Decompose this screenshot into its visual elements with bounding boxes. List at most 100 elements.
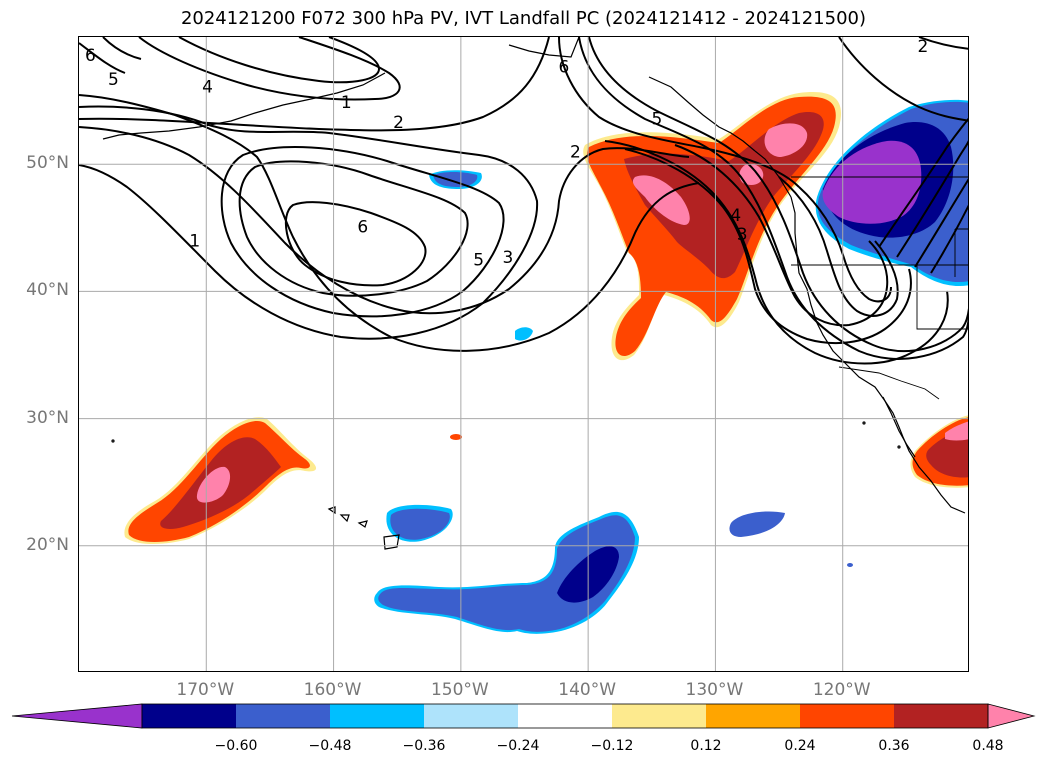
colorbar-tick-label: 0.24 [784, 738, 816, 754]
coastline-southeast-alaska [648, 76, 756, 152]
pv-contour-6-closed [284, 201, 427, 287]
pv-contour-north-top [79, 37, 142, 74]
coastline-alaska-gulf [508, 37, 580, 58]
colorbar-cell [330, 704, 425, 728]
colorbar-tick-label: 0.36 [878, 738, 910, 754]
latitude-label: 20°N [26, 534, 69, 555]
latitude-label: 40°N [26, 280, 69, 301]
island-tiny-3 [897, 445, 901, 449]
pv-contour-np-3 [558, 37, 800, 188]
pv-contour-northern-2 [178, 37, 381, 84]
pv-contour-trough-5 [674, 144, 889, 327]
pv-contour-3-closed [79, 105, 539, 340]
negative-blob-northeast-small [515, 327, 533, 341]
pv-contour-east-arc-4 [914, 178, 968, 268]
coastline-alaska [102, 72, 386, 140]
positive-plume-northeast-pacific-pink-3 [739, 163, 764, 185]
pv-contour-1-open [79, 94, 700, 352]
colorbar-tick-label: −0.48 [308, 738, 352, 754]
negative-spot-tiny [847, 563, 853, 567]
colorbar-cell [894, 704, 989, 728]
negative-blob-hawaii-north-blue [390, 508, 450, 540]
pv-contour-trough-4 [624, 148, 912, 345]
positive-spot-central-pacific [450, 434, 462, 440]
pv-contour-label: 2 [393, 113, 404, 133]
pv-contour-label: 6 [357, 218, 368, 238]
longitude-label: 170°W [176, 680, 235, 700]
positive-plume-northeast-pacific-pink-2 [764, 123, 808, 157]
pv-contour-east-arc-3 [896, 140, 968, 258]
pv-contour-label: 6 [559, 57, 570, 77]
pv-contour-label: 3 [737, 225, 748, 245]
positive-plume-baja-pink [945, 421, 968, 441]
colorbar-cell [518, 704, 613, 728]
pv-contour-east-arc-1 [838, 37, 968, 122]
colorbar-extend-max [987, 703, 1036, 729]
figure-title: 2024121200 F072 300 hPa PV, IVT Landfall… [180, 8, 867, 29]
pv-contour-5-closed [238, 160, 469, 297]
negative-blob-north-central-blue [433, 172, 478, 187]
latitude-label: 30°N [26, 407, 69, 428]
island-tiny [111, 439, 115, 443]
positive-plume-northeast-pacific-pink [632, 175, 690, 225]
pv-contour-np-2 [79, 37, 550, 132]
colorbar-tick-label: −0.12 [590, 738, 634, 754]
pv-contour-label: 5 [473, 251, 484, 271]
positive-plume-subtropical-west-pink [196, 466, 231, 503]
colorbar-cell [800, 704, 895, 728]
positive-plume-baja-red [926, 429, 968, 478]
colorbar-frame [141, 703, 989, 729]
pv-contour-inner-1 [778, 176, 899, 317]
pv-contour-east-arc-2 [878, 117, 968, 248]
colorbar-tick-label: −0.36 [402, 738, 446, 754]
colorbar-tick-label: −0.60 [214, 738, 258, 754]
colorbar [11, 703, 1036, 729]
pv-contour-northeast [918, 37, 968, 50]
pv-contour-label: 1 [189, 232, 200, 252]
longitude-label: 140°W [558, 680, 617, 700]
pv-contour-east-arc-5 [930, 204, 968, 274]
negative-band-subtropical-blue [378, 515, 635, 632]
negative-trough-pacific-northwest-purple [822, 140, 922, 224]
gridlines [79, 37, 968, 671]
shading-layer [124, 92, 968, 634]
coastline-british-columbia [754, 150, 792, 198]
coastlines [102, 37, 968, 550]
negative-blob-east-small [729, 511, 785, 537]
island-oahu [339, 514, 350, 523]
pv-contour-trough-1 [578, 37, 968, 360]
coastline-us-west [790, 196, 966, 514]
island-hawaii [383, 534, 400, 550]
colorbar-cell [236, 704, 331, 728]
island-tiny-2 [862, 421, 866, 425]
island-maui [357, 520, 368, 528]
pv-contour-label: 2 [917, 37, 928, 57]
colorbar-cell [612, 704, 707, 728]
colorbar-cell [424, 704, 519, 728]
pv-contour-label: 3 [503, 248, 514, 268]
pv-contour-label: 6 [85, 46, 96, 66]
coastline-baja [882, 396, 916, 458]
longitude-label: 150°W [430, 680, 489, 700]
pv-contour-inner-2 [798, 186, 892, 303]
colorbar-cells [11, 703, 1036, 729]
longitude-label: 120°W [812, 680, 871, 700]
colorbar-tick-label: −0.24 [496, 738, 540, 754]
colorbar-cell [706, 704, 801, 728]
pv-contour-label: 4 [730, 206, 741, 226]
pv-contour-label: 2 [570, 142, 581, 162]
longitude-label: 130°W [685, 680, 744, 700]
colorbar-tick-label: 0.12 [690, 738, 722, 754]
colorbar-extend-min [11, 703, 143, 729]
island-kauai [327, 506, 336, 515]
pv-contour-2-open [79, 126, 690, 315]
pv-contour-label: 4 [202, 78, 213, 98]
border-states [791, 228, 968, 330]
pv-contour-label: 5 [108, 70, 119, 90]
pv-contour-trough-2 [588, 37, 968, 353]
pv-contour-label: 1 [341, 93, 352, 113]
colorbar-cell [142, 704, 237, 728]
